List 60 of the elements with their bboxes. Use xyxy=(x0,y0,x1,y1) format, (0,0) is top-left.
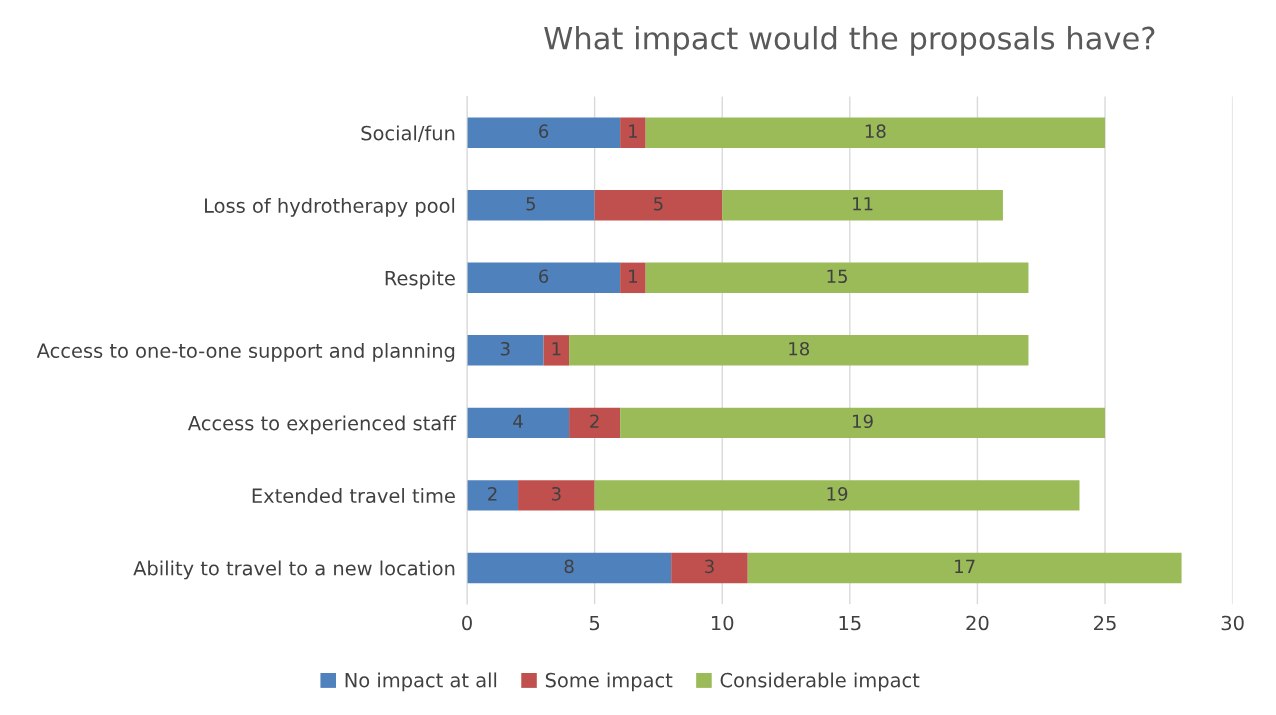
bar xyxy=(518,480,595,511)
data-label: 1 xyxy=(629,269,637,283)
x-tick-label: 30 xyxy=(1221,615,1244,631)
bar xyxy=(467,480,519,511)
data-label: 1 xyxy=(629,124,637,138)
data-label: 3 xyxy=(500,341,510,356)
bar xyxy=(467,190,595,221)
data-label: 6 xyxy=(539,124,549,139)
data-label: 11 xyxy=(853,197,873,211)
data-label: 3 xyxy=(705,559,714,574)
data-label: 1 xyxy=(552,342,561,356)
bar xyxy=(671,552,748,584)
x-tick-label: 5 xyxy=(589,615,600,631)
bar xyxy=(569,407,621,439)
x-tick-label: 10 xyxy=(711,615,734,631)
bar xyxy=(467,552,672,584)
data-label: 15 xyxy=(827,269,847,284)
data-label: 19 xyxy=(853,414,873,429)
data-label: 18 xyxy=(865,124,886,139)
y-tick-label: Social/fun xyxy=(361,125,455,142)
bar xyxy=(620,117,646,149)
data-label: 6 xyxy=(539,269,549,284)
bar xyxy=(467,117,621,149)
data-label: 8 xyxy=(564,559,574,574)
legend-label: Considerable impact xyxy=(720,672,920,692)
chart-title: What impact would the proposals have? xyxy=(544,26,1155,56)
data-label: 2 xyxy=(488,486,497,501)
bar xyxy=(645,117,1106,149)
y-tick-label: Loss of hydrotherapy pool xyxy=(205,197,455,217)
data-label: 19 xyxy=(827,486,848,501)
x-tick-label: 20 xyxy=(966,615,989,631)
bar xyxy=(467,335,544,366)
legend-label: Some impact xyxy=(545,672,673,692)
x-tick-label: 25 xyxy=(1094,615,1116,631)
data-label: 18 xyxy=(789,341,810,356)
data-label: 2 xyxy=(590,414,599,428)
bar xyxy=(467,407,570,439)
data-label: 5 xyxy=(526,197,535,211)
bar xyxy=(645,262,1029,294)
x-tick-label: 0 xyxy=(462,615,472,631)
y-tick-label: Access to one-to-one support and planning xyxy=(36,342,455,362)
bar xyxy=(594,190,723,221)
y-tick-label: Extended travel time xyxy=(252,488,455,504)
y-tick-label: Access to experienced staff xyxy=(187,415,457,435)
bar xyxy=(747,552,1182,584)
y-tick-label: Ability to travel to a new location xyxy=(133,560,455,580)
bar xyxy=(569,335,1029,366)
bar xyxy=(594,480,1080,511)
data-label: 3 xyxy=(551,486,561,501)
legend-label: No impact at all xyxy=(345,672,497,692)
x-tick-label: 15 xyxy=(839,615,861,631)
bar xyxy=(467,262,621,294)
data-label: 4 xyxy=(513,414,523,428)
bar xyxy=(543,335,570,366)
bar xyxy=(722,190,1003,221)
bar xyxy=(620,262,646,294)
y-tick-label: Respite xyxy=(385,270,455,290)
data-label: 17 xyxy=(955,559,975,573)
bar xyxy=(620,407,1106,439)
data-label: 5 xyxy=(654,197,663,211)
